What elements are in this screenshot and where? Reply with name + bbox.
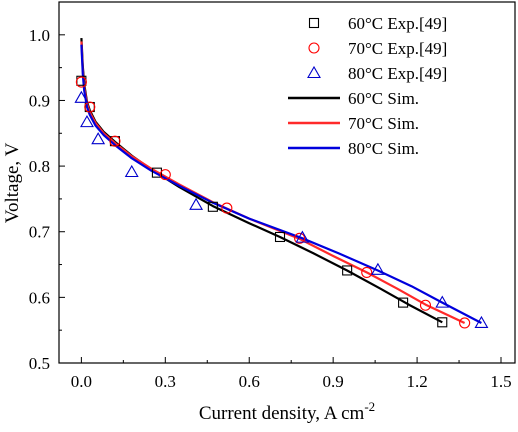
data-point [274,231,286,243]
data-point [124,164,139,178]
points-layer [74,75,489,329]
legend-label: 60°C Sim. [348,89,419,108]
legend-label: 70°C Sim. [348,114,419,133]
data-point [295,230,310,243]
y-tick-label: 0.7 [29,223,51,242]
plot-frame [58,1,516,364]
series-line [80,41,466,324]
y-axis-title: Voltage, V [2,142,23,223]
data-point [75,76,87,88]
x-axis-title: Current density, A cm-2 [199,399,375,424]
x-tick-label: 0.6 [239,372,260,391]
data-point [294,232,306,244]
x-axis-title-text: Current density, A cm [199,403,365,424]
data-point [109,135,121,147]
data-point [159,169,171,181]
data-point [221,202,233,214]
data-point [370,262,385,275]
x-tick-label: 0.3 [155,372,176,391]
data-point [435,295,450,308]
data-point [80,115,94,128]
y-tick-label: 1.0 [29,26,50,45]
y-tick-label: 0.8 [29,157,50,176]
data-point [74,90,89,103]
data-point [151,167,162,178]
y-tick-label: 0.9 [29,91,50,110]
data-point [91,132,106,145]
data-point [84,101,96,113]
data-point [398,297,409,308]
x-tick-label: 1.5 [490,372,511,391]
legend-marker [308,17,320,29]
x-tick-label: 0.9 [323,372,344,391]
y-tick-label: 0.5 [29,354,50,373]
data-point [419,299,432,311]
data-point [207,201,218,212]
x-tick-label: 0.0 [71,372,92,391]
data-point [189,197,204,210]
legend-label: 80°C Exp.[49] [348,64,447,83]
data-point [459,317,471,329]
legend: 60°C Exp.[49] 70°C Exp.[49] 80°C Exp.[49] 6… [288,14,447,158]
data-point [474,315,489,329]
legend-marker [307,65,321,79]
data-point [437,317,448,328]
x-axis-title-superscript: -2 [364,399,375,414]
legend-label: 60°C Exp.[49] [348,14,447,33]
legend-label: 80°C Sim. [348,139,419,158]
legend-marker [308,42,320,54]
y-tick-label: 0.6 [29,288,50,307]
data-point [342,265,353,276]
legend-label: 70°C Exp.[49] [348,39,447,58]
series-line [80,44,482,324]
data-point [361,266,373,278]
x-tick-label: 1.2 [406,372,427,391]
ticks-layer: 0.0 0.3 0.6 0.9 1.2 1.5 0.5 0.6 0.7 0.8 0.9 1.0 [29,26,512,391]
